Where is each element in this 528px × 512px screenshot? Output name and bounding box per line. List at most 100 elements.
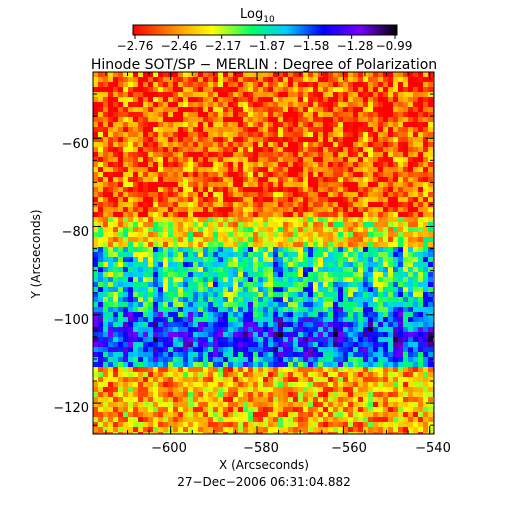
- map-pixel: [318, 122, 323, 127]
- map-pixel: [428, 347, 433, 352]
- map-pixel: [303, 232, 308, 237]
- map-pixel: [363, 292, 368, 297]
- map-pixel: [243, 207, 248, 212]
- map-pixel: [178, 147, 183, 152]
- map-pixel: [308, 407, 313, 412]
- map-pixel: [183, 352, 188, 357]
- map-pixel: [263, 252, 268, 257]
- map-pixel: [178, 232, 183, 237]
- map-pixel: [393, 257, 398, 262]
- map-pixel: [253, 242, 258, 247]
- map-pixel: [178, 337, 183, 342]
- map-pixel: [178, 197, 183, 202]
- map-pixel: [333, 212, 338, 217]
- map-pixel: [293, 242, 298, 247]
- map-pixel: [373, 207, 378, 212]
- map-pixel: [283, 312, 288, 317]
- map-pixel: [288, 217, 293, 222]
- map-pixel: [123, 282, 128, 287]
- map-pixel: [343, 402, 348, 407]
- map-pixel: [253, 277, 258, 282]
- map-pixel: [293, 387, 298, 392]
- map-pixel: [273, 137, 278, 142]
- map-pixel: [418, 122, 423, 127]
- map-pixel: [413, 357, 418, 362]
- map-pixel: [118, 117, 123, 122]
- map-pixel: [283, 137, 288, 142]
- map-pixel: [248, 362, 253, 367]
- map-pixel: [333, 227, 338, 232]
- map-pixel: [93, 372, 98, 377]
- map-pixel: [428, 87, 433, 92]
- map-pixel: [128, 337, 133, 342]
- map-pixel: [393, 172, 398, 177]
- map-pixel: [298, 287, 303, 292]
- map-pixel: [333, 392, 338, 397]
- map-pixel: [273, 377, 278, 382]
- map-pixel: [348, 407, 353, 412]
- map-pixel: [303, 187, 308, 192]
- map-pixel: [223, 242, 228, 247]
- map-pixel: [388, 427, 393, 432]
- map-pixel: [318, 287, 323, 292]
- map-pixel: [153, 282, 158, 287]
- map-pixel: [413, 382, 418, 387]
- map-pixel: [353, 407, 358, 412]
- map-pixel: [408, 287, 413, 292]
- map-pixel: [423, 372, 428, 377]
- map-pixel: [378, 427, 383, 432]
- map-pixel: [168, 197, 173, 202]
- map-pixel: [153, 397, 158, 402]
- map-pixel: [138, 87, 143, 92]
- map-pixel: [353, 87, 358, 92]
- map-pixel: [98, 342, 103, 347]
- map-pixel: [128, 157, 133, 162]
- map-pixel: [373, 102, 378, 107]
- map-pixel: [283, 212, 288, 217]
- map-pixel: [98, 382, 103, 387]
- map-pixel: [303, 282, 308, 287]
- map-pixel: [118, 87, 123, 92]
- map-pixel: [353, 377, 358, 382]
- map-pixel: [288, 162, 293, 167]
- map-pixel: [303, 122, 308, 127]
- map-pixel: [193, 312, 198, 317]
- map-pixel: [333, 272, 338, 277]
- map-pixel: [123, 272, 128, 277]
- map-pixel: [338, 207, 343, 212]
- map-pixel: [383, 162, 388, 167]
- map-pixel: [98, 302, 103, 307]
- map-pixel: [403, 417, 408, 422]
- map-pixel: [98, 317, 103, 322]
- map-pixel: [188, 112, 193, 117]
- map-pixel: [138, 112, 143, 117]
- map-pixel: [358, 232, 363, 237]
- map-pixel: [258, 252, 263, 257]
- map-pixel: [238, 327, 243, 332]
- map-pixel: [233, 102, 238, 107]
- map-pixel: [393, 132, 398, 137]
- map-pixel: [353, 382, 358, 387]
- map-pixel: [193, 262, 198, 267]
- map-pixel: [253, 182, 258, 187]
- map-pixel: [173, 267, 178, 272]
- map-pixel: [393, 237, 398, 242]
- map-pixel: [273, 357, 278, 362]
- map-pixel: [358, 422, 363, 427]
- map-pixel: [188, 117, 193, 122]
- map-pixel: [193, 107, 198, 112]
- map-pixel: [223, 167, 228, 172]
- map-pixel: [93, 167, 98, 172]
- map-pixel: [108, 122, 113, 127]
- map-pixel: [168, 267, 173, 272]
- map-pixel: [228, 412, 233, 417]
- map-pixel: [403, 427, 408, 432]
- map-pixel: [103, 382, 108, 387]
- map-pixel: [143, 102, 148, 107]
- map-pixel: [373, 242, 378, 247]
- map-pixel: [293, 272, 298, 277]
- map-pixel: [228, 322, 233, 327]
- map-pixel: [178, 407, 183, 412]
- map-pixel: [183, 247, 188, 252]
- map-pixel: [323, 77, 328, 82]
